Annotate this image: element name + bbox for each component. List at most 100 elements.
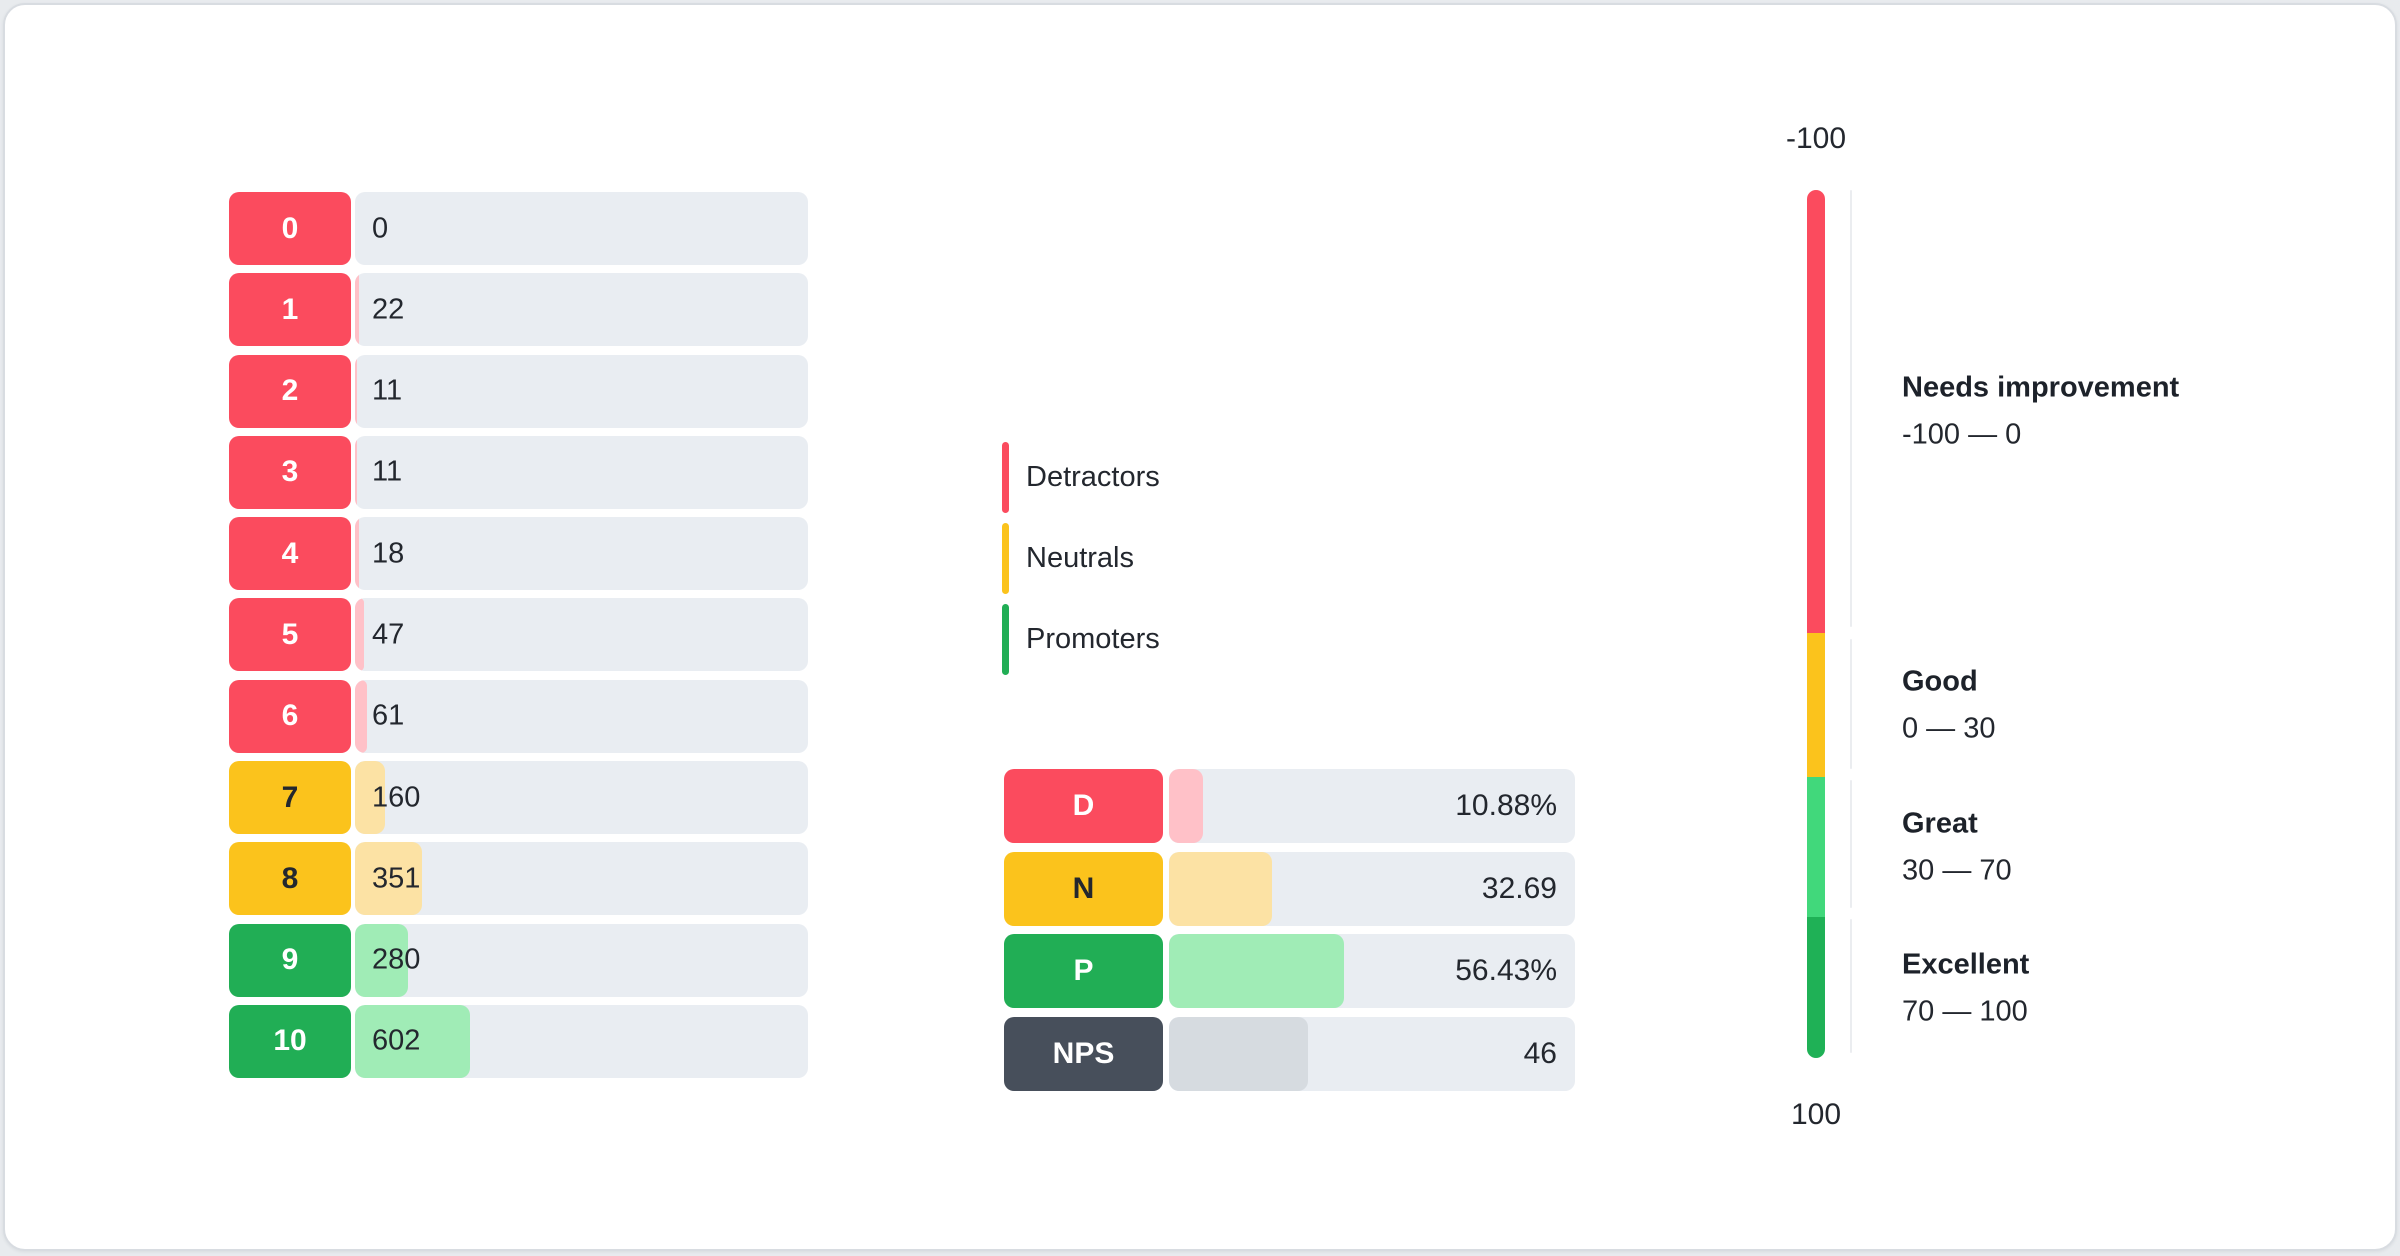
score-badge-7: 7	[229, 761, 351, 835]
score-badge-5: 5	[229, 598, 351, 672]
score-row-2: 2 11	[229, 354, 808, 428]
score-fill-10	[355, 1004, 470, 1078]
score-fill-8	[355, 842, 422, 916]
legend-label-detractors: Detractors	[1026, 461, 1160, 493]
score-badge-10: 10	[229, 1004, 351, 1078]
gauge-divider	[1850, 190, 1852, 1058]
score-count-5: 47	[372, 618, 405, 651]
zone-great: Great 30 — 70	[1902, 806, 2012, 889]
gauge-divider-segment-4	[1850, 919, 1852, 1053]
score-fill-9	[355, 923, 409, 997]
gauge-divider-segment-3	[1850, 780, 1852, 908]
score-track-1: 22	[355, 273, 808, 347]
score-row-3: 3 11	[229, 435, 808, 509]
score-badge-6: 6	[229, 679, 351, 753]
score-track-0: 0	[355, 192, 808, 265]
summary-badge-nps: NPS	[1004, 1016, 1163, 1091]
zone-good: Good 0 — 30	[1902, 663, 1996, 746]
score-track-4: 18	[355, 517, 808, 591]
summary-badge-n: N	[1004, 851, 1163, 926]
score-row-6: 6 61	[229, 679, 808, 753]
summary-row-neutrals: N 32.69	[1004, 851, 1575, 926]
gauge-max-negative-label: -100	[1785, 122, 1847, 155]
summary-fill-n	[1169, 851, 1273, 926]
summary-row-nps: NPS 46	[1004, 1016, 1575, 1091]
score-count-7: 160	[372, 781, 421, 814]
legend-label-neutrals: Neutrals	[1026, 542, 1134, 574]
zone-needs-improvement: Needs improvement -100 — 0	[1902, 370, 2179, 453]
gauge-segment-good	[1807, 632, 1825, 777]
detractors-swatch-icon	[1002, 442, 1009, 513]
score-track-8: 351	[355, 842, 808, 916]
summary-value-nps: 46	[1523, 1036, 1557, 1070]
summary-value-p: 56.43%	[1455, 954, 1557, 988]
neutrals-swatch-icon	[1002, 523, 1009, 594]
score-row-8: 8 351	[229, 842, 808, 916]
score-track-6: 61	[355, 679, 808, 753]
zone-name-needs-improvement: Needs improvement	[1902, 371, 2180, 404]
score-row-9: 9 280	[229, 923, 808, 997]
summary-track-nps: 46	[1169, 1016, 1575, 1091]
summary-badge-d: D	[1004, 769, 1163, 843]
score-count-9: 280	[372, 943, 421, 976]
summary-fill-nps	[1169, 1016, 1308, 1091]
zone-name-great: Great	[1902, 807, 1978, 840]
score-track-2: 11	[355, 354, 808, 428]
gauge-segment-needs-improvement	[1807, 190, 1825, 633]
score-row-0: 0 0	[229, 192, 808, 265]
score-count-6: 61	[372, 699, 405, 732]
nps-dashboard-card: 0 0 1 22 2 11 3 11	[3, 3, 2397, 1251]
zone-excellent: Excellent 70 — 100	[1902, 946, 2029, 1029]
legend-label-promoters: Promoters	[1026, 623, 1160, 655]
score-count-10: 602	[372, 1024, 421, 1057]
score-badge-0: 0	[229, 192, 351, 265]
gauge-segment-excellent	[1807, 917, 1825, 1058]
score-row-10: 10 602	[229, 1004, 808, 1078]
score-count-8: 351	[372, 862, 421, 895]
score-badge-4: 4	[229, 517, 351, 591]
score-track-3: 11	[355, 435, 808, 509]
legend-item-promoters: Promoters	[1002, 604, 1160, 675]
zone-range-excellent: 70 — 100	[1902, 995, 2028, 1028]
legend-item-detractors: Detractors	[1002, 442, 1160, 513]
score-distribution: 0 0 1 22 2 11 3 11	[229, 192, 808, 1078]
score-fill-5	[355, 598, 365, 672]
gauge-zone-labels: Needs improvement -100 — 0 Good 0 — 30 G…	[1902, 190, 2372, 1058]
score-badge-1: 1	[229, 273, 351, 347]
summary-value-n: 32.69	[1481, 871, 1557, 905]
legend-item-neutrals: Neutrals	[1002, 523, 1160, 594]
zone-range-good: 0 — 30	[1902, 712, 1996, 745]
zone-name-excellent: Excellent	[1902, 948, 2030, 981]
gauge-divider-segment-2	[1850, 639, 1852, 769]
score-count-4: 18	[372, 537, 405, 570]
summary-row-promoters: P 56.43%	[1004, 934, 1575, 1009]
score-count-1: 22	[372, 293, 405, 326]
summary-badge-p: P	[1004, 934, 1163, 1009]
zone-name-good: Good	[1902, 665, 1978, 698]
gauge-max-positive-label: 100	[1790, 1098, 1842, 1131]
zone-range-great: 30 — 70	[1902, 854, 2012, 887]
score-fill-3	[355, 435, 358, 509]
score-row-1: 1 22	[229, 273, 808, 347]
score-fill-2	[355, 354, 358, 428]
gauge-segment-great	[1807, 776, 1825, 918]
score-row-5: 5 47	[229, 598, 808, 672]
gauge-divider-segment-1	[1850, 190, 1852, 627]
score-fill-4	[355, 517, 359, 591]
score-fill-1	[355, 273, 360, 347]
summary-row-detractors: D 10.88%	[1004, 769, 1575, 843]
summary-value-d: 10.88%	[1455, 789, 1557, 822]
score-row-7: 7 160	[229, 761, 808, 835]
score-badge-9: 9	[229, 923, 351, 997]
score-fill-6	[355, 679, 367, 753]
summary-fill-d	[1169, 769, 1204, 843]
score-badge-2: 2	[229, 354, 351, 428]
summary-track-p: 56.43%	[1169, 934, 1575, 1009]
score-fill-7	[355, 761, 386, 835]
score-badge-3: 3	[229, 435, 351, 509]
score-badge-8: 8	[229, 842, 351, 916]
gauge-bar	[1807, 190, 1825, 1058]
summary-fill-p	[1169, 934, 1344, 1009]
score-count-2: 11	[372, 374, 403, 407]
score-track-5: 47	[355, 598, 808, 672]
